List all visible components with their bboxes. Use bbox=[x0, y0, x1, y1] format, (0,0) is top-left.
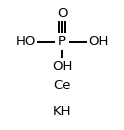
Text: OH: OH bbox=[88, 35, 108, 48]
Text: HO: HO bbox=[16, 35, 36, 48]
Text: O: O bbox=[57, 7, 67, 20]
Text: P: P bbox=[58, 35, 66, 48]
Text: OH: OH bbox=[52, 60, 72, 73]
Text: Ce: Ce bbox=[53, 79, 71, 92]
Text: KH: KH bbox=[53, 105, 71, 118]
